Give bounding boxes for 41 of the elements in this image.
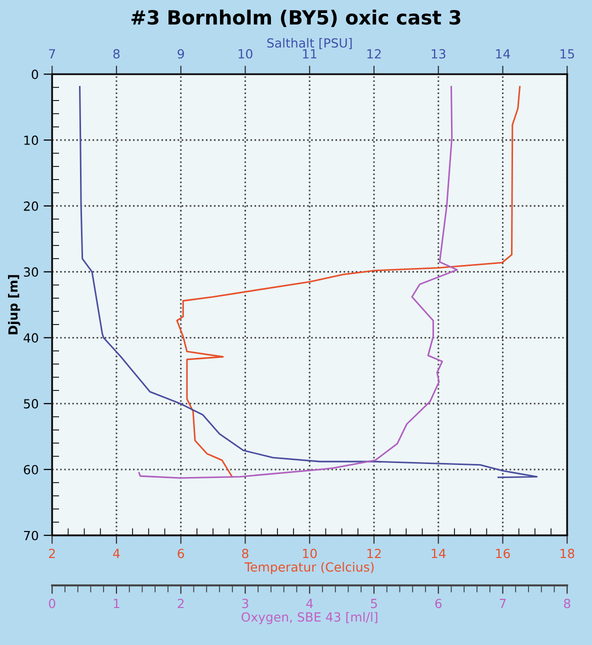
y-tick-label: 20: [24, 201, 38, 211]
x2-tick-label: 12: [367, 49, 381, 58]
y-tick-label: 60: [24, 464, 38, 474]
chart-title: #3 Bornholm (BY5) oxic cast 3: [131, 10, 460, 28]
x-axis-title: Oxygen, SBE 43 [ml/l]: [242, 612, 378, 624]
y-tick-label: 0: [32, 70, 38, 80]
x-tick-label: 4: [113, 548, 120, 558]
x-tick-label: 10: [303, 548, 317, 558]
x-tick-label: 0: [48, 598, 56, 608]
x-tick-label: 6: [178, 548, 184, 558]
x2-tick-label: 9: [178, 49, 184, 59]
y-tick-label: 40: [24, 333, 38, 343]
x2-tick-label: 8: [113, 49, 120, 59]
x2-tick-label: 11: [303, 49, 316, 58]
x-tick-label: 18: [560, 548, 574, 558]
x-tick-label: 4: [306, 598, 313, 608]
x-tick-label: 12: [367, 548, 381, 558]
x2-tick-label: 10: [238, 49, 252, 59]
line-series: [176, 86, 521, 478]
y-axis-title: Djup [m]: [8, 275, 20, 334]
x2-tick-label: 7: [49, 49, 56, 58]
x-tick-label: 7: [500, 598, 506, 608]
x2-tick-label: 13: [432, 49, 446, 59]
x-tick-label: 3: [242, 598, 248, 608]
x-tick-label: 5: [370, 598, 377, 608]
x2-tick-label: 15: [560, 49, 574, 59]
x-tick-label: 14: [432, 548, 446, 558]
x-tick-label: 8: [564, 598, 570, 608]
y-tick-label: 10: [24, 136, 38, 145]
y-tick-label: 30: [24, 267, 38, 277]
x-axis-title: Temperatur (Celcius): [244, 562, 374, 574]
y-tick-label: 50: [24, 399, 38, 409]
x-tick-label: 1: [114, 598, 120, 608]
y-tick-label: 70: [24, 530, 38, 540]
x-tick-label: 2: [49, 548, 55, 558]
x-tick-label: 16: [496, 548, 510, 558]
x-tick-label: 6: [435, 598, 442, 608]
x2-axis-title: Salthalt [PSU]: [267, 38, 352, 50]
x-tick-label: 2: [178, 598, 184, 608]
x2-tick-label: 14: [496, 49, 510, 58]
x-tick-label: 8: [242, 548, 248, 558]
